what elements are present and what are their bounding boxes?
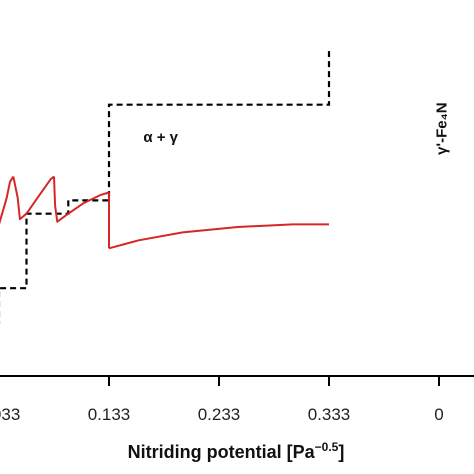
series-group	[0, 48, 331, 324]
x-tick-label: 0.333	[308, 405, 351, 424]
x-axis-title-main: Nitriding potential [Pa	[128, 442, 316, 462]
x-axis-title-suffix: ]	[338, 442, 344, 462]
phase-label-gamma-prime: γ'-Fe₄N	[434, 102, 451, 154]
phase-boundary-dashed-line	[0, 48, 331, 324]
simulation-curve-segment	[0, 175, 15, 225]
simulation-curve-segment	[12, 175, 55, 221]
annotations-group: α + γ γ'-Fe₄N	[143, 102, 450, 154]
phase-label-alpha-gamma: α + γ	[143, 129, 178, 146]
simulation-curve-segment	[108, 223, 329, 250]
x-axis-title: Nitriding potential [Pa−0.5]	[128, 440, 345, 462]
x-tick-label: 0.133	[88, 405, 131, 424]
x-axis-title-exponent: −0.5	[315, 440, 339, 454]
x-tick-label: 0.033	[0, 405, 20, 424]
plot-area: 0.033 0.133 0.233 0.333 0 α + γ γ'-Fe₄N	[0, 48, 474, 424]
x-tick-label: 0	[434, 405, 443, 424]
x-tick-label: 0.233	[198, 405, 241, 424]
simulation-curve-segment	[53, 176, 110, 223]
x-axis-ticks: 0.033 0.133 0.233 0.333 0	[0, 376, 444, 424]
